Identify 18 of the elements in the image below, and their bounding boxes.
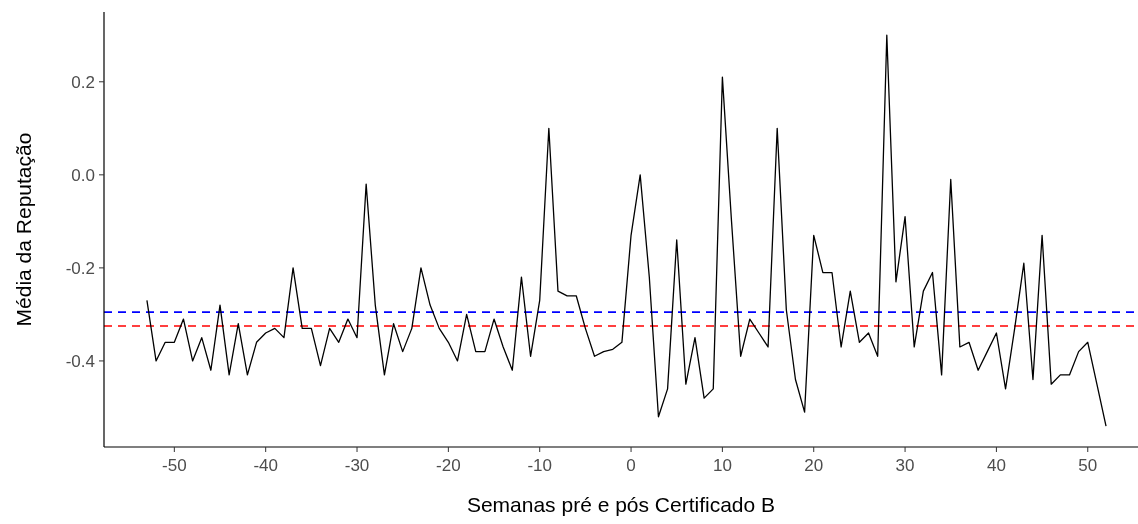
x-tick-label: 0 [626,456,636,475]
x-tick-label: 40 [986,456,1006,475]
y-tick-label: 0.0 [71,165,95,185]
x-tick-label: -40 [253,456,278,475]
y-tick-label: 0.2 [71,72,95,92]
y-axis-title: Média da Reputação [12,132,35,327]
x-tick-label: 20 [804,456,824,475]
y-tick-label: -0.2 [65,258,95,278]
x-tick-label: -10 [527,456,552,475]
y-tick-label: -0.4 [65,351,95,371]
x-axis-title: Semanas pré e pós Certificado B [466,493,776,516]
x-tick-label: 50 [1078,456,1098,475]
x-tick-label: -50 [162,456,187,475]
x-tick-label: -30 [344,456,370,475]
x-tick-label: 10 [712,456,732,475]
x-tick-label: 30 [895,456,915,475]
x-tick-label: -20 [436,456,461,475]
line-series [146,34,1107,427]
